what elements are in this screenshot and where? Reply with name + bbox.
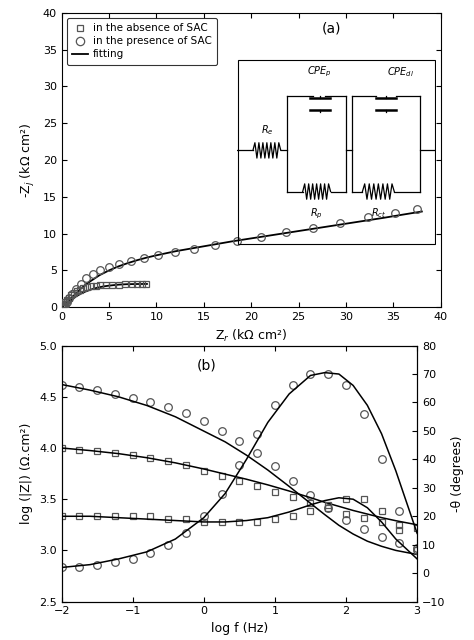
- Y-axis label: -Z$_j$ (kΩ cm²): -Z$_j$ (kΩ cm²): [19, 122, 37, 198]
- Y-axis label: log (|Z|) (Ω.cm²): log (|Z|) (Ω.cm²): [20, 423, 34, 524]
- Text: $CPE_{dl}$: $CPE_{dl}$: [387, 65, 414, 79]
- X-axis label: Z$_r$ (kΩ cm²): Z$_r$ (kΩ cm²): [215, 328, 287, 344]
- Text: $CPE_p$: $CPE_p$: [307, 65, 332, 79]
- X-axis label: log f (Hz): log f (Hz): [211, 622, 268, 635]
- Legend: in the absence of SAC, in the presence of SAC, fitting: in the absence of SAC, in the presence o…: [67, 18, 217, 65]
- Text: (b): (b): [197, 358, 217, 372]
- Text: $R_{ct}$: $R_{ct}$: [371, 207, 386, 220]
- Y-axis label: -θ (degrees): -θ (degrees): [451, 435, 464, 512]
- Text: $R_p$: $R_p$: [310, 207, 323, 221]
- Text: (a): (a): [321, 22, 341, 36]
- Text: $R_e$: $R_e$: [261, 123, 273, 137]
